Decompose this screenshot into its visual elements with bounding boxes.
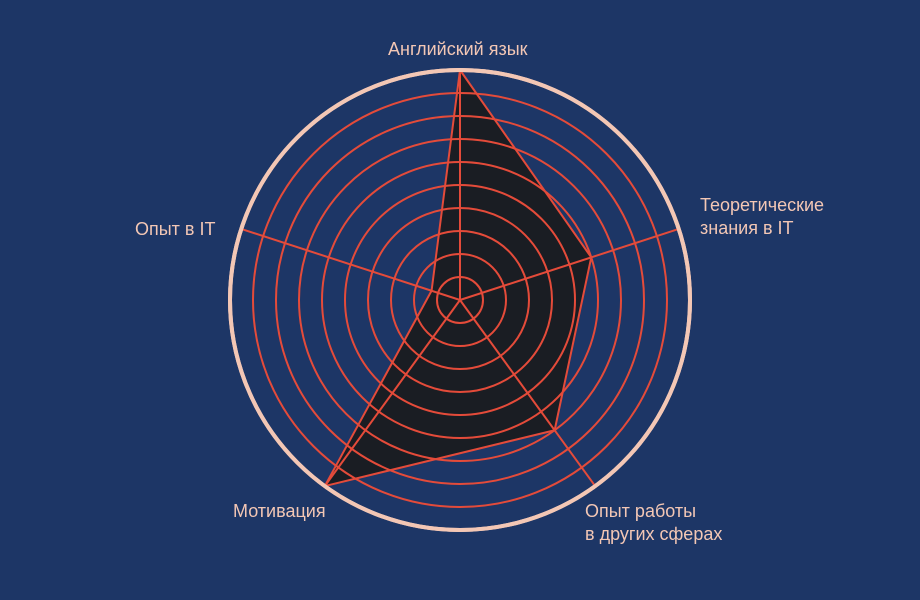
- radar-axis-label: Английский язык: [388, 38, 528, 61]
- radar-axis-label: Мотивация: [233, 500, 326, 523]
- radar-axis-label: Опыт в IT: [135, 218, 216, 241]
- radar-axis-label: Теоретические знания в IT: [700, 194, 824, 239]
- radar-chart: [0, 0, 920, 600]
- radar-axis-label: Опыт работы в других сферах: [585, 500, 722, 545]
- radar-chart-container: Английский язык Теоретические знания в IT…: [0, 0, 920, 600]
